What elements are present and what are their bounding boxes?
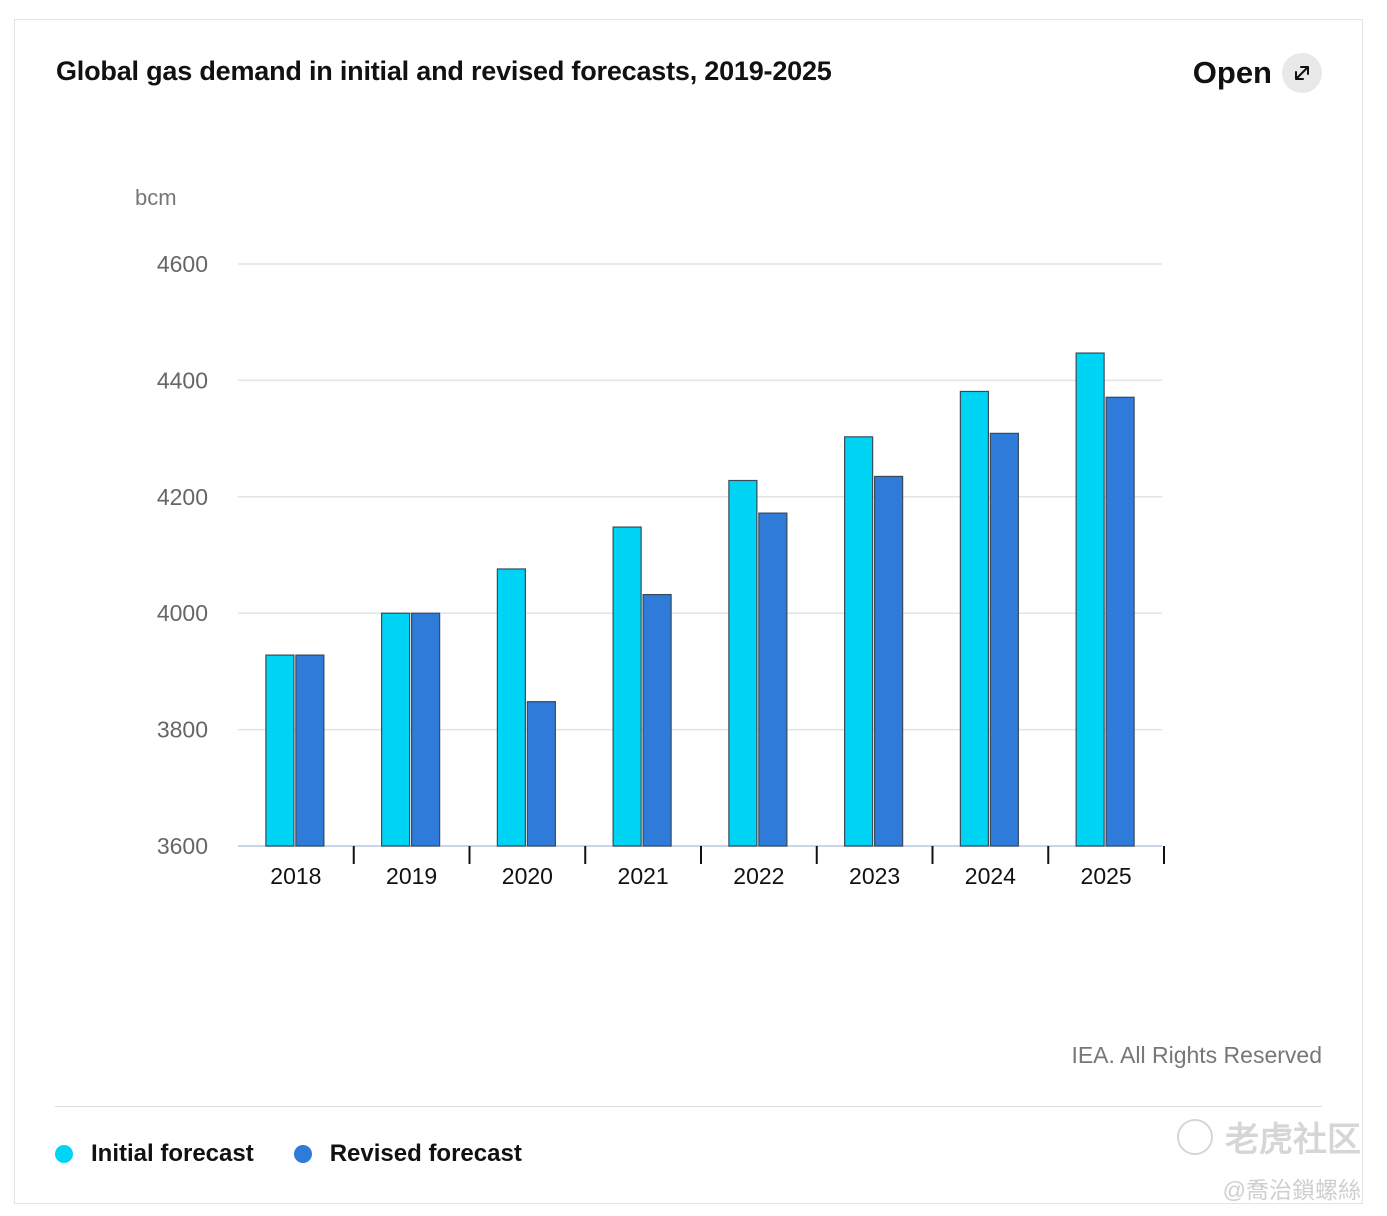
y-tick-label: 4600 [157, 251, 208, 277]
bar-initial-forecast [728, 479, 758, 847]
x-tick-label: 2020 [502, 863, 553, 889]
legend-dot-initial [55, 1145, 73, 1163]
chart-title: Global gas demand in initial and revised… [56, 56, 832, 86]
y-tick-label: 4200 [157, 484, 208, 510]
bar-revised-forecast [526, 701, 556, 847]
credit-text: IEA. All Rights Reserved [1071, 1042, 1322, 1068]
y-tick-label: 4000 [157, 600, 208, 626]
bar-initial-forecast [1075, 352, 1105, 847]
y-tick-label: 3800 [157, 717, 208, 743]
bar-revised-forecast [758, 512, 788, 847]
bar-initial-forecast [381, 612, 411, 847]
bar-revised-forecast [411, 612, 441, 847]
open-label: Open [1192, 55, 1272, 90]
watermark-handle: @喬治鎖螺絲 [1222, 1177, 1361, 1203]
x-tick-label: 2023 [849, 863, 900, 889]
bar-initial-forecast [612, 526, 642, 847]
y-tick-label: 3600 [157, 833, 208, 859]
bar-revised-forecast [874, 475, 904, 847]
x-tick-label: 2019 [386, 863, 437, 889]
y-axis-label: bcm [135, 185, 177, 210]
x-tick-label: 2018 [270, 863, 321, 889]
open-button[interactable]: Open [1193, 53, 1322, 93]
expand-icon[interactable] [1282, 53, 1322, 93]
watermark-logo-icon [1177, 1118, 1213, 1155]
bar-revised-forecast [989, 432, 1019, 847]
legend-item-initial[interactable]: Initial forecast [55, 1140, 254, 1168]
legend-item-revised[interactable]: Revised forecast [293, 1140, 522, 1168]
bar-initial-forecast [844, 436, 874, 847]
x-tick-label: 2022 [733, 863, 784, 889]
watermark-logo: 老虎社区 [1177, 1112, 1361, 1161]
bar-chart: bcm 3600 3800 4000 4200 4400 4600 2018 2019 2020 2… [135, 185, 1165, 889]
chart-card: Global gas demand in initial and revised… [14, 19, 1363, 1204]
legend-label-initial: Initial forecast [91, 1140, 254, 1167]
bar-initial-forecast [496, 568, 526, 847]
bar-initial-forecast [959, 390, 989, 847]
legend-label-revised: Revised forecast [329, 1140, 522, 1167]
bar-revised-forecast [642, 593, 672, 847]
watermark: 老虎社区 @喬治鎖螺絲 [1177, 1112, 1361, 1205]
watermark-brand: 老虎社区 [1225, 1121, 1361, 1159]
x-tick-label: 2024 [965, 863, 1016, 889]
x-tick-label: 2025 [1081, 863, 1132, 889]
y-tick-label: 4400 [157, 367, 208, 393]
footer-divider [55, 1106, 1322, 1107]
legend-dot-revised [293, 1145, 312, 1163]
bar-initial-forecast [265, 654, 295, 847]
bar-revised-forecast [295, 654, 325, 847]
x-tick-label: 2021 [618, 863, 669, 889]
chart-legend: Initial forecast Revised forecast [55, 1140, 562, 1168]
bar-revised-forecast [1105, 396, 1135, 847]
